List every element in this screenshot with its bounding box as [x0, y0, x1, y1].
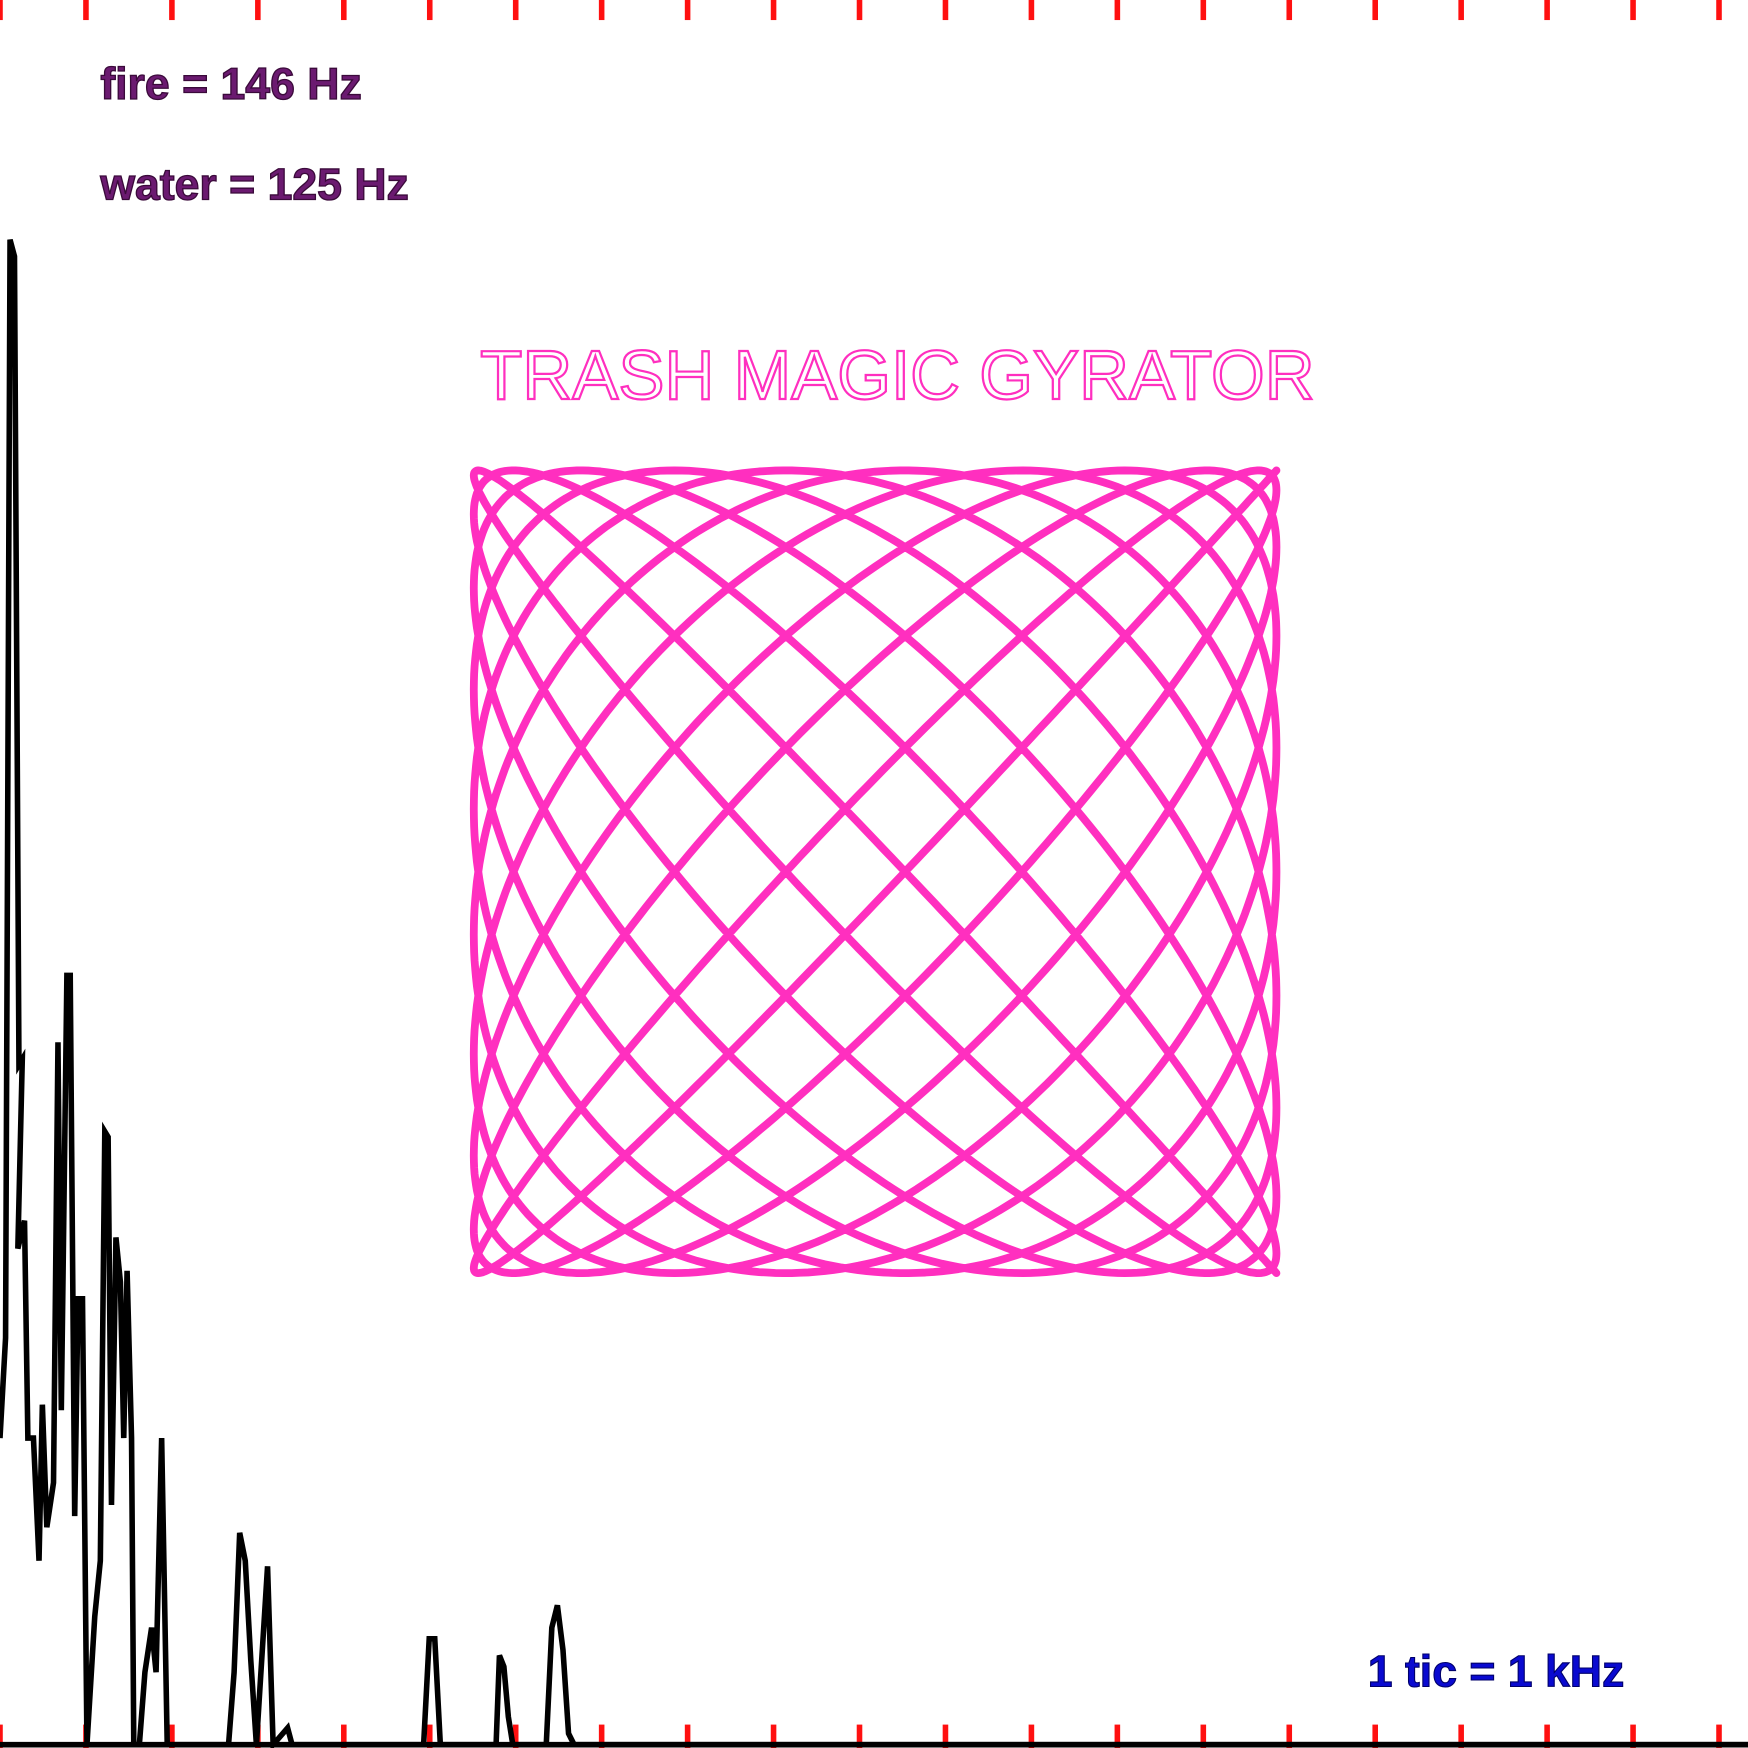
- water-frequency: water = 125 Hz: [99, 161, 409, 210]
- lissajous-figure: [469, 466, 1281, 1277]
- app-title: TRASH MAGIC GYRATOR: [480, 336, 1315, 414]
- fire-frequency: fire = 146 Hz: [100, 60, 361, 109]
- scale-note: 1 tic = 1 kHz: [1368, 1648, 1624, 1697]
